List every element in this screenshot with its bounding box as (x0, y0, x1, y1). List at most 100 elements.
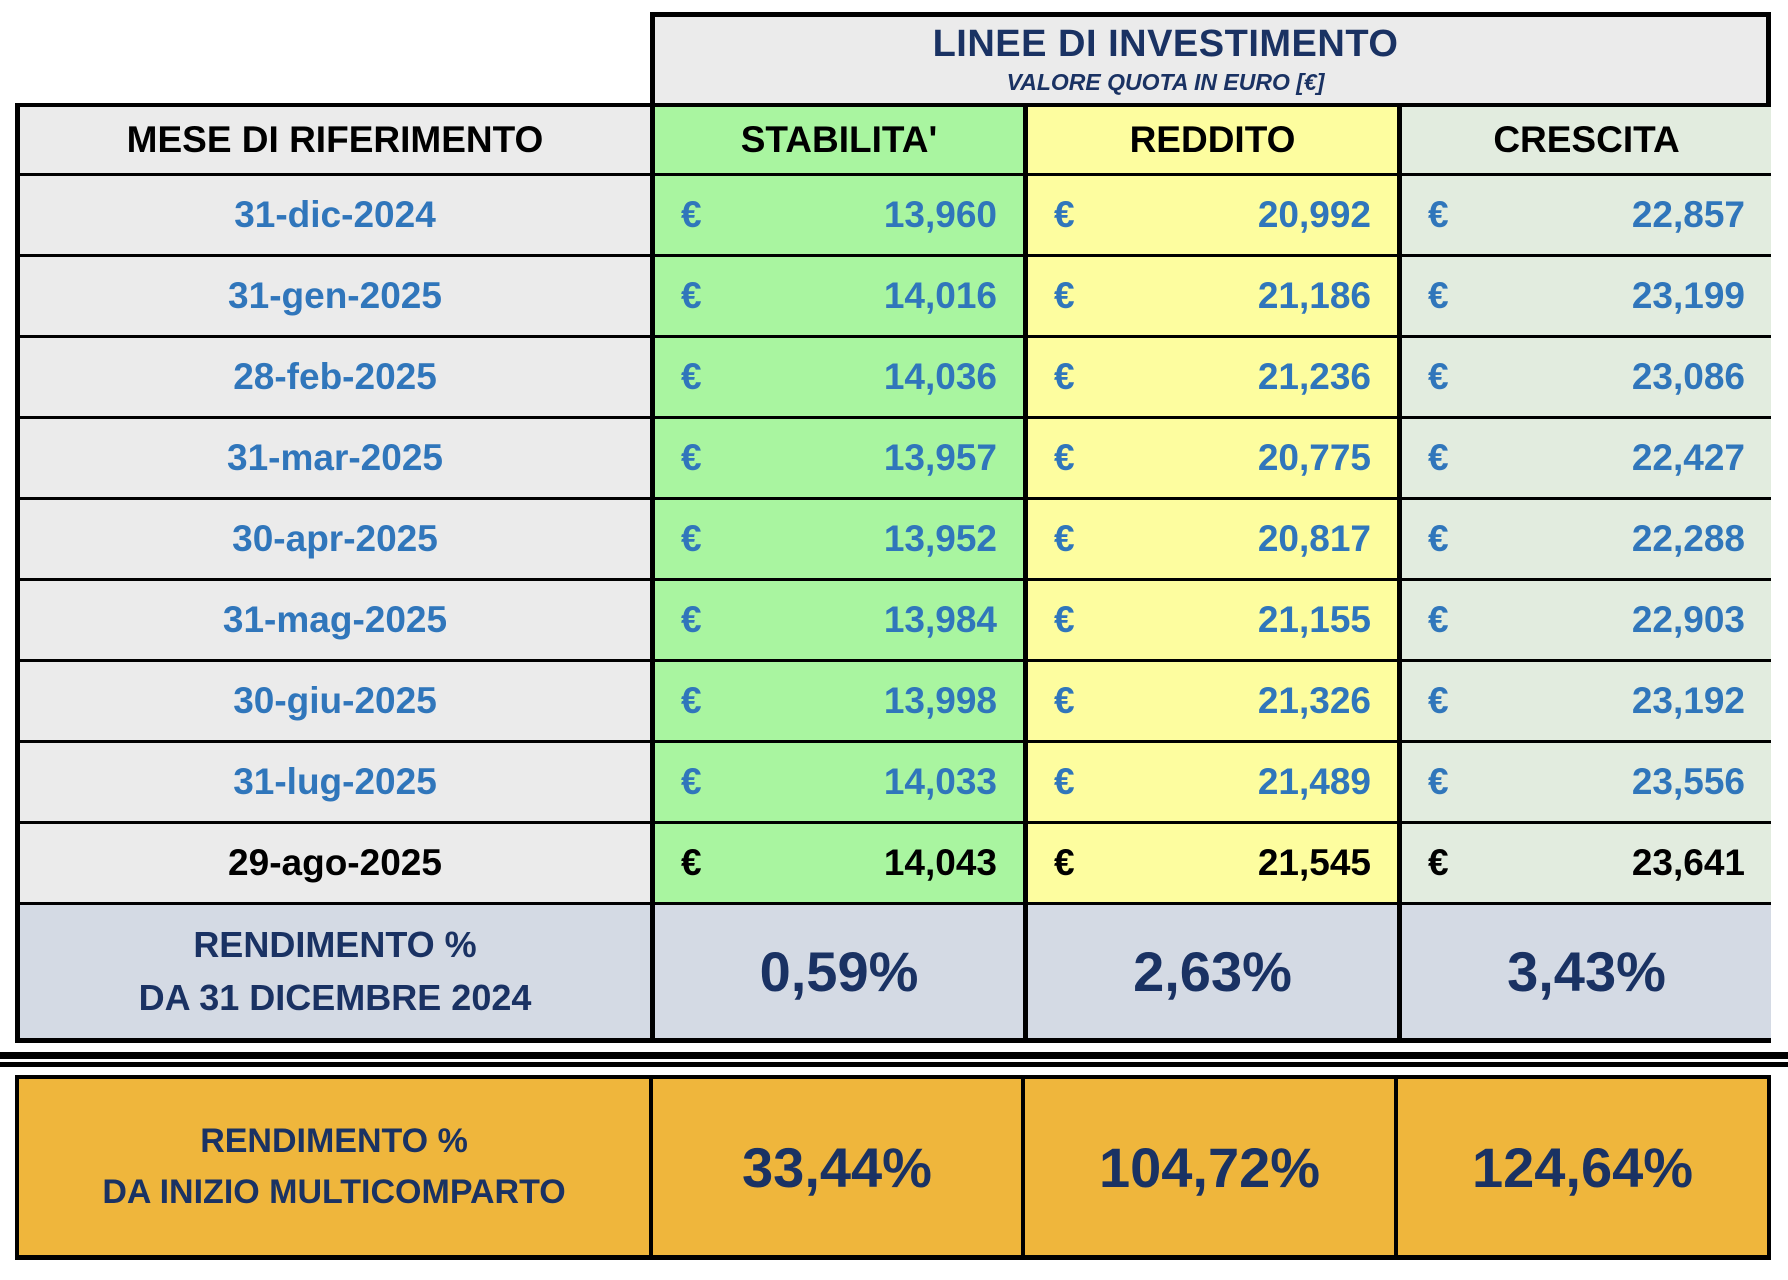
column-header-stabilita: STABILITA' (655, 107, 1023, 173)
euro-symbol: € (1054, 842, 1075, 883)
month-cell: 31-lug-2025 (20, 743, 650, 821)
quota-value: 14,043 (883, 842, 997, 883)
quota-value: 22,903 (1631, 599, 1745, 640)
euro-symbol: € (681, 194, 702, 235)
reddito-value-cell: €20,817 (1028, 500, 1397, 578)
month-cell: 31-mag-2025 (20, 581, 650, 659)
ytd-return-stabilita: 0,59% (655, 905, 1023, 1038)
quota-value: 21,155 (1257, 599, 1371, 640)
euro-symbol: € (1428, 356, 1449, 397)
month-cell: 31-gen-2025 (20, 257, 650, 335)
month-cell: 31-dic-2024 (20, 176, 650, 254)
inception-return-table: RENDIMENTO % DA INIZIO MULTICOMPARTO 33,… (15, 1075, 1771, 1260)
euro-symbol: € (681, 437, 702, 478)
investment-lines-subtitle: VALORE QUOTA IN EURO [€] (1006, 68, 1325, 95)
quota-value: 21,186 (1257, 275, 1371, 316)
euro-symbol: € (681, 356, 702, 397)
month-cell: 28-feb-2025 (20, 338, 650, 416)
quota-value: 14,016 (883, 275, 997, 316)
quota-value: 23,199 (1631, 275, 1745, 316)
reddito-value-cell: €20,992 (1028, 176, 1397, 254)
investment-lines-title: LINEE DI INVESTIMENTO (932, 23, 1399, 66)
month-cell-latest: 29-ago-2025 (20, 824, 650, 902)
reddito-value-cell: €21,489 (1028, 743, 1397, 821)
euro-symbol: € (1054, 194, 1075, 235)
stabilita-value-cell: €14,016 (655, 257, 1023, 335)
quota-value: 20,992 (1257, 194, 1371, 235)
stabilita-value-cell: €14,033 (655, 743, 1023, 821)
column-header-crescita: CRESCITA (1402, 107, 1771, 173)
reddito-value-cell-latest: €21,545 (1028, 824, 1397, 902)
stabilita-value-cell-latest: €14,043 (655, 824, 1023, 902)
inception-return-reddito: 104,72% (1025, 1079, 1394, 1255)
euro-symbol: € (1428, 599, 1449, 640)
ytd-return-label-line2: DA 31 DICEMBRE 2024 (138, 976, 532, 1018)
euro-symbol: € (1428, 194, 1449, 235)
inception-return-label: RENDIMENTO % DA INIZIO MULTICOMPARTO (19, 1079, 649, 1255)
section-divider (0, 1052, 1788, 1067)
ytd-return-label-line1: RENDIMENTO % (193, 924, 477, 966)
investment-lines-header-row: LINEE DI INVESTIMENTO VALORE QUOTA IN EU… (15, 12, 1771, 103)
quota-value: 13,998 (883, 680, 997, 721)
crescita-value-cell: €22,903 (1402, 581, 1771, 659)
euro-symbol: € (1054, 518, 1075, 559)
reddito-value-cell: €21,236 (1028, 338, 1397, 416)
euro-symbol: € (1054, 599, 1075, 640)
reddito-value-cell: €21,155 (1028, 581, 1397, 659)
stabilita-value-cell: €13,957 (655, 419, 1023, 497)
ytd-return-reddito: 2,63% (1028, 905, 1397, 1038)
stabilita-value-cell: €13,984 (655, 581, 1023, 659)
euro-symbol: € (681, 842, 702, 883)
euro-symbol: € (1428, 518, 1449, 559)
euro-symbol: € (1054, 437, 1075, 478)
quota-value: 20,775 (1257, 437, 1371, 478)
euro-symbol: € (1428, 842, 1449, 883)
euro-symbol: € (681, 680, 702, 721)
quota-value: 13,952 (883, 518, 997, 559)
crescita-value-cell: €23,086 (1402, 338, 1771, 416)
euro-symbol: € (681, 761, 702, 802)
stabilita-value-cell: €13,960 (655, 176, 1023, 254)
quota-value: 22,857 (1631, 194, 1745, 235)
stabilita-value-cell: €13,998 (655, 662, 1023, 740)
quota-value: 22,288 (1631, 518, 1745, 559)
month-cell: 30-apr-2025 (20, 500, 650, 578)
euro-symbol: € (1054, 356, 1075, 397)
euro-symbol: € (681, 599, 702, 640)
stabilita-value-cell: €14,036 (655, 338, 1023, 416)
crescita-value-cell: €23,556 (1402, 743, 1771, 821)
crescita-value-cell-latest: €23,641 (1402, 824, 1771, 902)
euro-symbol: € (1054, 275, 1075, 316)
inception-return-crescita: 124,64% (1398, 1079, 1767, 1255)
inception-return-stabilita: 33,44% (653, 1079, 1021, 1255)
quota-value: 14,033 (883, 761, 997, 802)
header-spacer (15, 12, 650, 103)
euro-symbol: € (681, 275, 702, 316)
quota-value: 13,957 (883, 437, 997, 478)
column-header-reddito: REDDITO (1028, 107, 1397, 173)
quota-value: 21,545 (1257, 842, 1371, 883)
quota-value: 14,036 (883, 356, 997, 397)
euro-symbol: € (1428, 680, 1449, 721)
crescita-value-cell: €22,857 (1402, 176, 1771, 254)
ytd-return-label: RENDIMENTO % DA 31 DICEMBRE 2024 (20, 905, 650, 1038)
inception-return-label-line1: RENDIMENTO % (200, 1122, 468, 1160)
quota-value: 23,556 (1631, 761, 1745, 802)
quota-value: 21,489 (1257, 761, 1371, 802)
quota-value: 23,086 (1631, 356, 1745, 397)
crescita-value-cell: €23,199 (1402, 257, 1771, 335)
euro-symbol: € (1428, 275, 1449, 316)
month-cell: 30-giu-2025 (20, 662, 650, 740)
quota-value: 23,641 (1631, 842, 1745, 883)
euro-symbol: € (1428, 761, 1449, 802)
quota-value: 20,817 (1257, 518, 1371, 559)
euro-symbol: € (1428, 437, 1449, 478)
crescita-value-cell: €22,288 (1402, 500, 1771, 578)
column-header-month: MESE DI RIFERIMENTO (20, 107, 650, 173)
quota-value: 21,236 (1257, 356, 1371, 397)
stabilita-value-cell: €13,952 (655, 500, 1023, 578)
reddito-value-cell: €21,326 (1028, 662, 1397, 740)
month-cell: 31-mar-2025 (20, 419, 650, 497)
quota-value: 13,960 (883, 194, 997, 235)
